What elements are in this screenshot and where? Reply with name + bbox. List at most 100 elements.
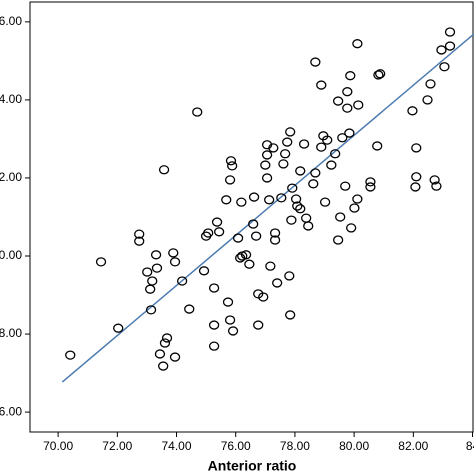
point (295, 204, 306, 214)
point (342, 87, 353, 97)
point (310, 57, 321, 67)
point (134, 229, 145, 239)
point (150, 250, 162, 260)
point (410, 182, 421, 192)
point (65, 350, 76, 360)
point (142, 267, 153, 277)
point (227, 161, 238, 171)
point (208, 341, 220, 351)
point (280, 149, 291, 159)
point (284, 271, 295, 281)
point (411, 172, 422, 182)
point (151, 263, 163, 273)
point (298, 139, 310, 149)
point (222, 297, 234, 307)
point (431, 181, 442, 191)
point (208, 320, 220, 330)
point (248, 219, 259, 229)
point (169, 352, 181, 362)
point (264, 195, 275, 205)
point (349, 203, 360, 213)
point (340, 181, 351, 191)
point (134, 236, 145, 246)
point (208, 283, 220, 293)
point (227, 326, 239, 336)
fit-line (61, 33, 474, 383)
y-tick-label: 2.00 (0, 170, 22, 184)
point (295, 166, 306, 176)
point (154, 349, 166, 359)
point (326, 160, 337, 170)
point (240, 250, 252, 260)
point (286, 215, 297, 225)
y-tick-label: 6.00 (0, 404, 22, 418)
point (198, 266, 210, 276)
y-tick-label: 4.00 (0, 92, 22, 106)
point (113, 323, 124, 333)
point (184, 304, 195, 314)
point (261, 173, 273, 183)
point (439, 62, 450, 72)
point (211, 217, 223, 227)
point (319, 197, 331, 207)
point (353, 100, 364, 110)
point (330, 149, 341, 159)
x-axis-label: Anterior ratio (208, 458, 297, 474)
point (95, 257, 107, 267)
point (332, 96, 344, 106)
point (269, 228, 281, 238)
point (258, 292, 269, 302)
point (159, 338, 171, 348)
point (352, 39, 363, 49)
point (261, 150, 273, 160)
point (316, 80, 327, 90)
point (308, 179, 319, 189)
point (145, 284, 156, 294)
point (225, 156, 237, 166)
point (285, 127, 296, 137)
point (176, 276, 188, 286)
point (372, 141, 383, 151)
point (169, 257, 181, 267)
point (282, 137, 293, 147)
point (213, 227, 225, 237)
point (407, 106, 418, 116)
point (235, 253, 246, 263)
point (344, 128, 355, 138)
point (224, 175, 236, 185)
point (316, 142, 327, 152)
point (335, 212, 346, 222)
point (346, 223, 357, 233)
x-tick-label: 70.00 (43, 439, 73, 453)
point (248, 192, 260, 202)
point (345, 71, 356, 81)
point (285, 310, 296, 320)
point (232, 233, 244, 243)
point (236, 197, 247, 207)
point (269, 235, 281, 245)
point (365, 177, 376, 187)
point (444, 41, 456, 51)
y-tick-label: 6.00 (0, 14, 22, 28)
point (158, 165, 170, 175)
point (161, 333, 173, 343)
point (373, 70, 384, 80)
x-tick-label: 76.00 (221, 439, 251, 453)
point (265, 261, 276, 271)
point (287, 183, 298, 193)
point (253, 320, 264, 330)
point (147, 276, 158, 286)
point (290, 194, 302, 204)
point (425, 79, 436, 89)
point (301, 213, 312, 223)
point (322, 135, 333, 145)
point (203, 228, 214, 238)
x-tick-label: 80.00 (339, 439, 369, 453)
point (278, 159, 289, 169)
point (250, 231, 262, 241)
point (337, 133, 348, 143)
point (310, 168, 321, 178)
point (411, 143, 422, 153)
point (168, 248, 179, 258)
point (221, 195, 232, 205)
